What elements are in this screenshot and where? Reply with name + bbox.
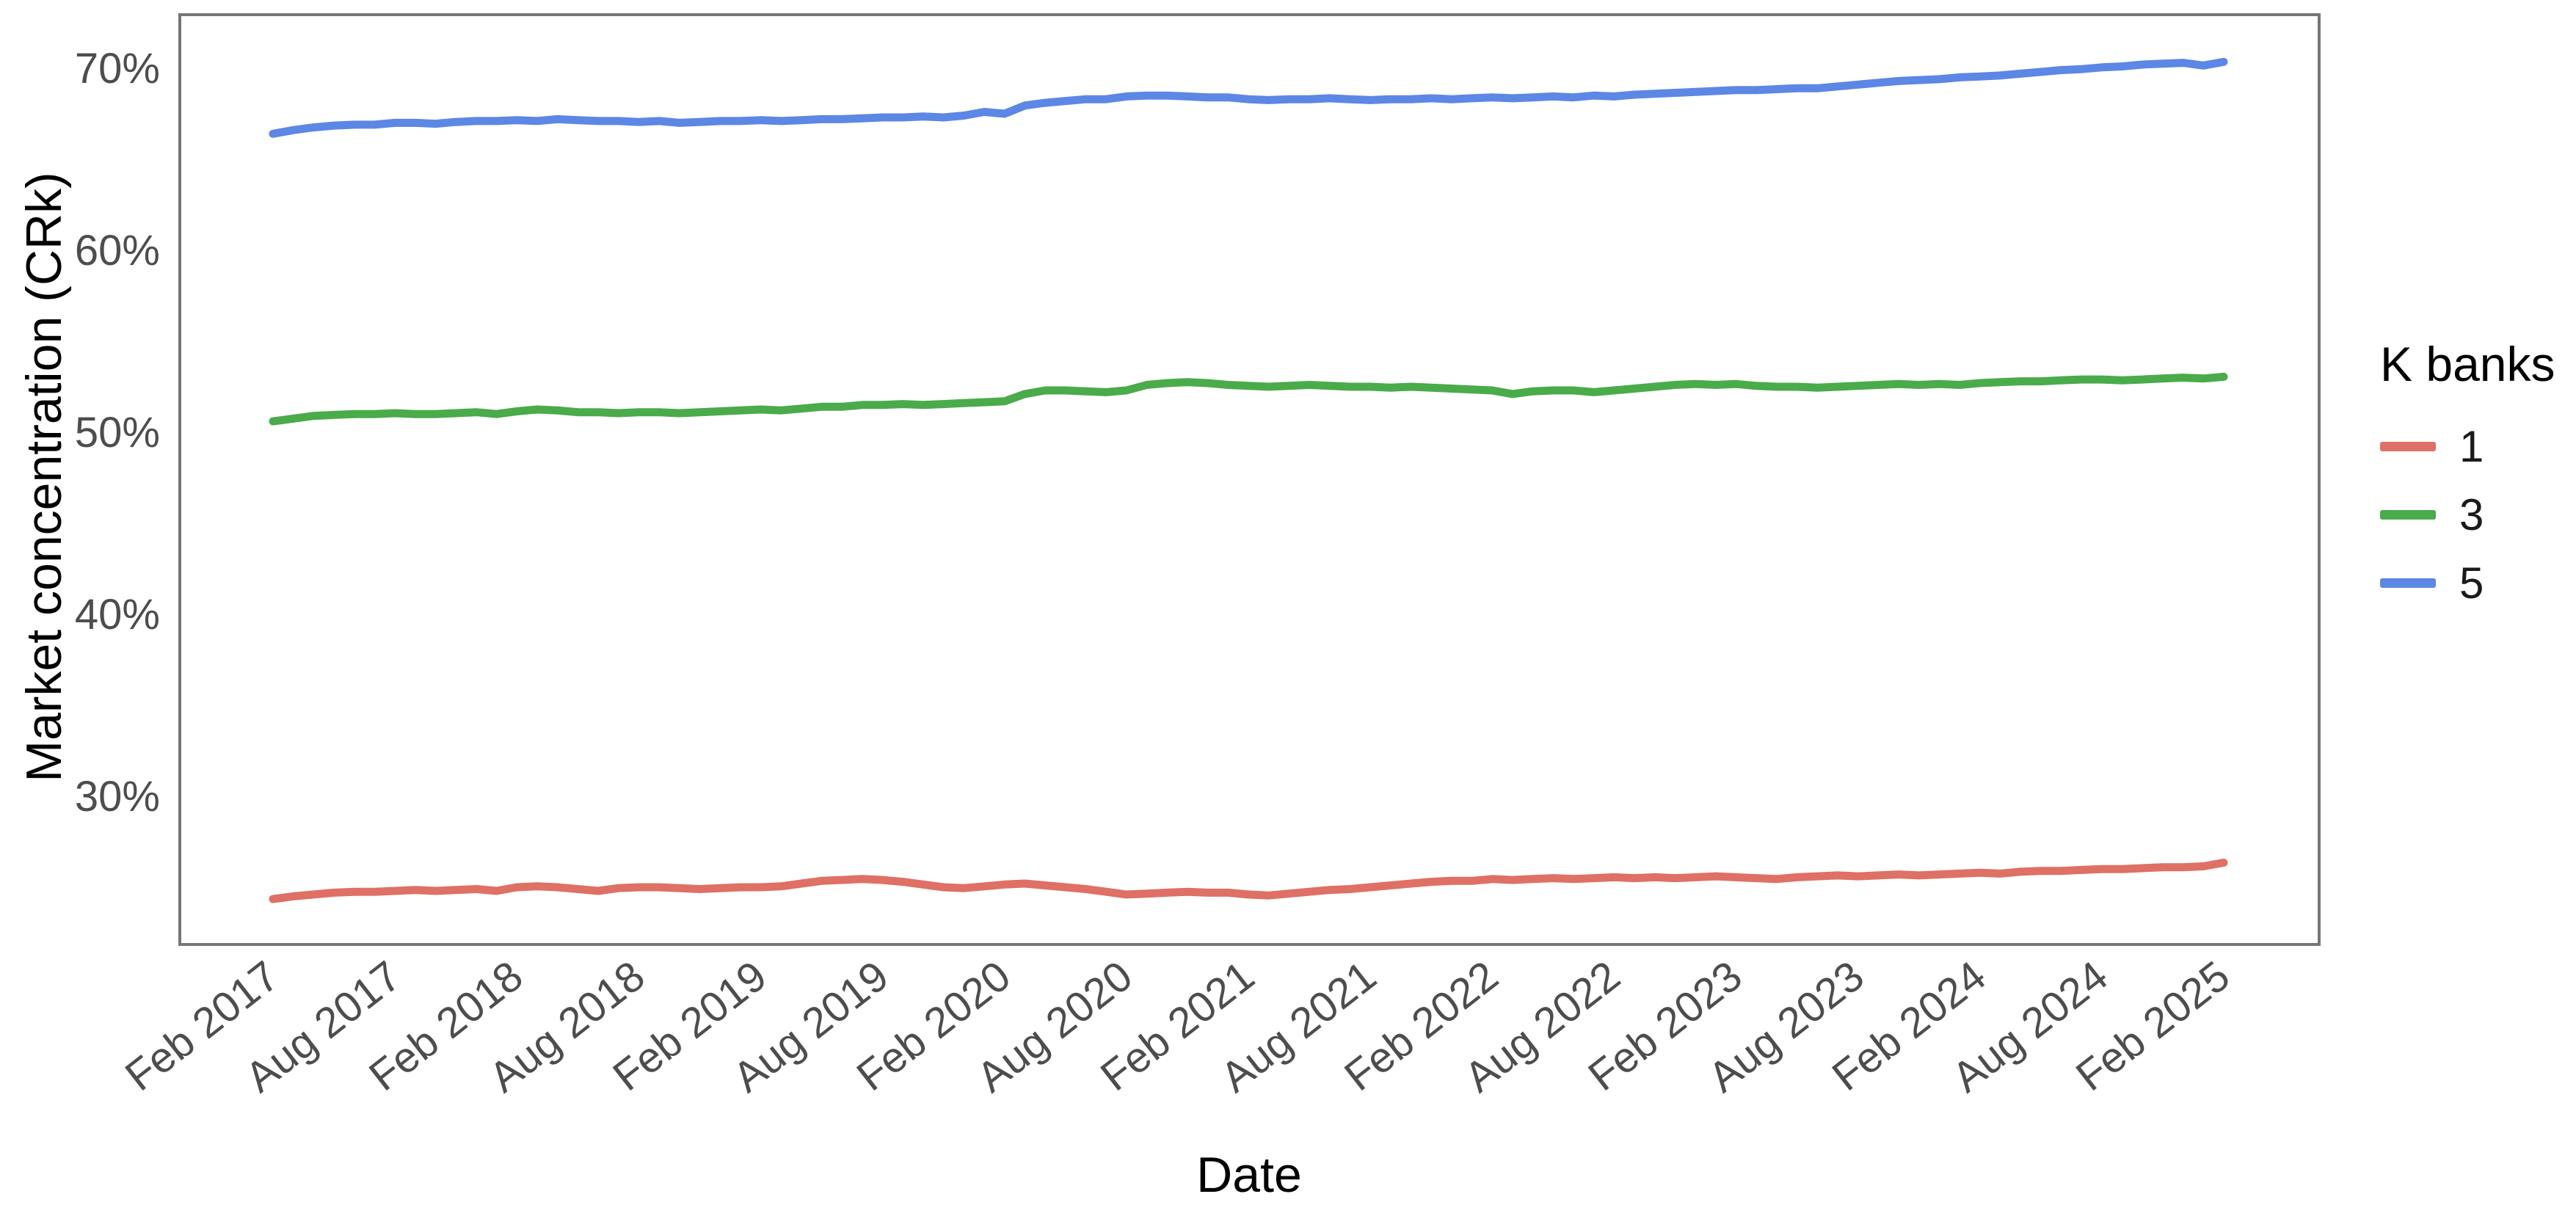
legend-item-5: 5	[2380, 549, 2555, 617]
legend-key-line-icon	[2380, 442, 2436, 451]
y-tick-label: 60%	[75, 227, 160, 274]
y-tick-label: 70%	[75, 45, 160, 92]
legend-title: K banks	[2380, 337, 2555, 391]
y-tick-label: 30%	[75, 773, 160, 820]
series-line-3	[269, 372, 2228, 426]
plot-panel-border	[178, 13, 2321, 946]
y-tick-label: 50%	[75, 409, 160, 456]
legend-key-line-icon	[2380, 578, 2436, 588]
legend-items: 1 3 5	[2380, 412, 2555, 617]
y-tick-label: 40%	[75, 591, 160, 638]
legend: K banks 1 3 5	[2380, 336, 2555, 617]
legend-label: 5	[2459, 558, 2484, 608]
series-line-5	[269, 57, 2228, 138]
legend-label: 1	[2459, 421, 2484, 471]
legend-item-3: 3	[2380, 481, 2555, 549]
legend-label: 3	[2459, 489, 2484, 539]
legend-key-line-icon	[2380, 510, 2436, 520]
x-axis-title: Date	[1196, 1147, 1302, 1203]
series-line-1	[269, 859, 2228, 903]
legend-item-1: 1	[2380, 412, 2555, 481]
y-axis-title: Market concentration (CRk)	[16, 172, 72, 782]
